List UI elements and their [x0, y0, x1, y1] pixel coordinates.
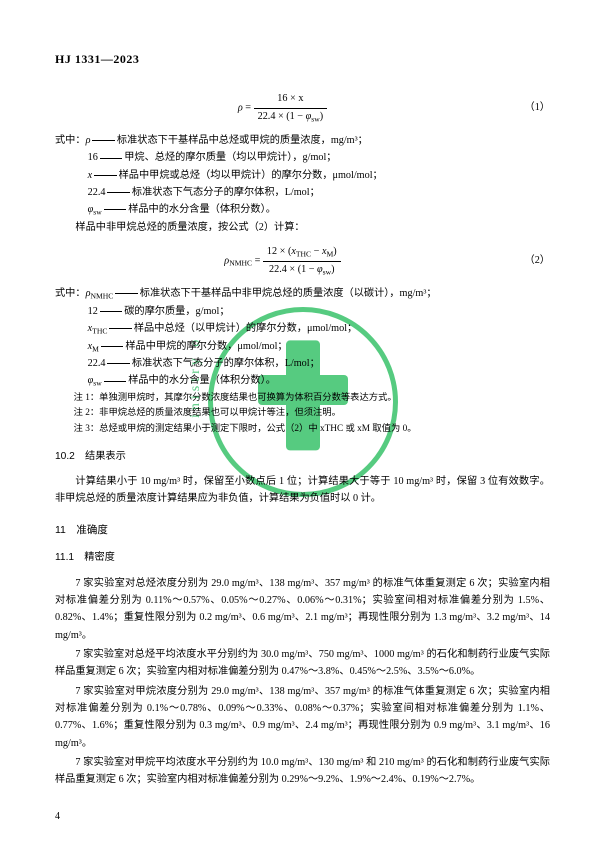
formula-2-num: （2） — [510, 253, 550, 269]
section-11-head: 11 准确度 — [55, 522, 550, 539]
defs-1: 式中：ρ标准状态下干基样品中总烃或甲烷的质量浓度，mg/m³； 16甲烷、总烃的… — [55, 133, 550, 236]
doc-header: HJ 1331—2023 — [55, 50, 550, 69]
formula-2: ρNMHC = 12 × (xTHC − xM) 22.4 × (1 − φsw… — [55, 244, 550, 278]
note-3: 注 3：总烃或甲烷的测定结果小于测定下限时，公式（2）中 xTHC 或 xM 取… — [55, 422, 550, 437]
defs-2: 式中：ρNMHC标准状态下干基样品中非甲烷总烃的质量浓度（以碳计），mg/m³；… — [55, 286, 550, 390]
formula-1-num: （1） — [510, 100, 550, 116]
note-1: 注 1：单独测甲烷时，其摩尔分数浓度结果也可换算为体积百分数等表达方式。 — [55, 391, 550, 406]
para-10-2: 计算结果小于 10 mg/m³ 时，保留至小数点后 1 位；计算结果大于等于 1… — [55, 473, 550, 508]
para-11-1-b: 7 家实验室对总烃平均浓度水平分别约为 30.0 mg/m³、750 mg/m³… — [55, 646, 550, 681]
formula-1: ρ = 16 × x 22.4 × (1 − φsw) （1） — [55, 91, 550, 125]
page-number: 4 — [55, 809, 60, 825]
para-11-1-c: 7 家实验室对甲烷浓度分别为 29.0 mg/m³、138 mg/m³、357 … — [55, 683, 550, 752]
para-11-1-a: 7 家实验室对总烃浓度分别为 29.0 mg/m³、138 mg/m³、357 … — [55, 575, 550, 644]
note-2: 注 2：非甲烷总烃的质量浓度结果也可以甲烷计等注，但须注明。 — [55, 406, 550, 421]
section-11-1-head: 11.1 精密度 — [55, 550, 550, 566]
para-11-1-d: 7 家实验室对甲烷平均浓度水平分别约为 10.0 mg/m³、130 mg/m³… — [55, 754, 550, 789]
section-10-2-head: 10.2 结果表示 — [55, 449, 550, 465]
